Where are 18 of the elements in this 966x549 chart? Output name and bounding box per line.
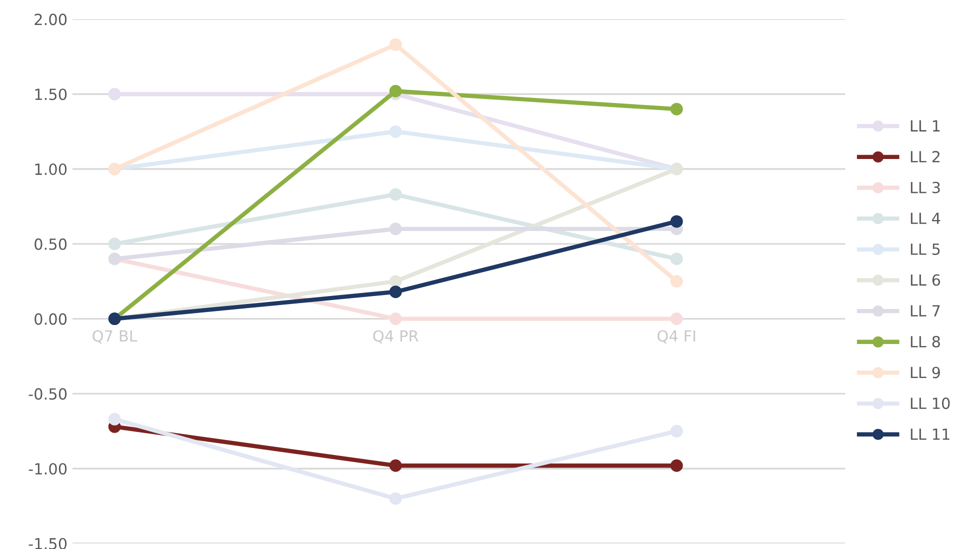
legend-label: LL 4 (910, 212, 940, 224)
legend-label: LL 7 (910, 305, 940, 316)
legend-label: LL 9 (910, 366, 940, 378)
legend-label: LL 1 (910, 120, 940, 132)
legend-label: LL 6 (910, 274, 940, 286)
legend-label: LL 8 (910, 336, 940, 348)
y-tick-label: -1.00 (28, 463, 67, 475)
y-tick-label: 1.00 (35, 163, 67, 176)
y-tick-label: 0.00 (34, 313, 67, 325)
y-tick-label: 0.50 (34, 238, 67, 250)
legend-label: LL 5 (910, 244, 940, 255)
legend-label: LL 3 (910, 182, 940, 194)
y-tick-label: -0.50 (28, 388, 67, 400)
y-tick-label: 1.50 (35, 88, 67, 100)
y-tick-label: 2.00 (34, 14, 67, 26)
legend-label: LL 11 (910, 428, 950, 440)
legend-label: LL 10 (910, 398, 950, 410)
legend-label: LL 2 (910, 150, 940, 162)
